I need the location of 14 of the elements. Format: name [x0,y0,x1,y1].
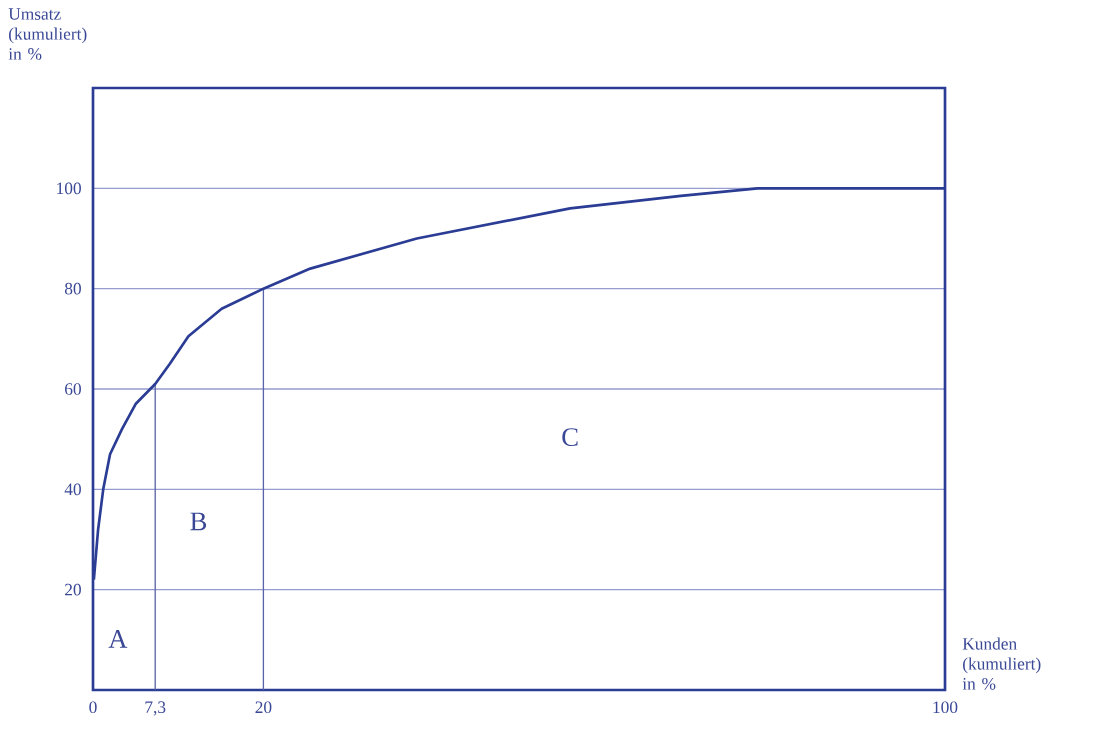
y-axis-title: Umsatz (kumuliert) in % [8,8,87,60]
annotation: A [108,630,128,648]
x-tick-label: 100 [933,701,958,714]
y-tick-label: 80 [64,282,81,295]
y-tick-label: 40 [64,483,81,496]
y-tick-label: 100 [57,182,81,195]
x-tick-label: 20 [255,701,272,714]
y-tick-label: 60 [65,383,81,395]
x-tick-label: 7,3 [145,701,166,716]
y-tick-label: 20 [65,583,81,596]
x-tick-label: 0 [89,701,97,714]
annotation: C [562,428,578,447]
annotation: B [190,512,207,531]
x-axis-title: Kunden (kumuliert) in % [962,637,1041,690]
